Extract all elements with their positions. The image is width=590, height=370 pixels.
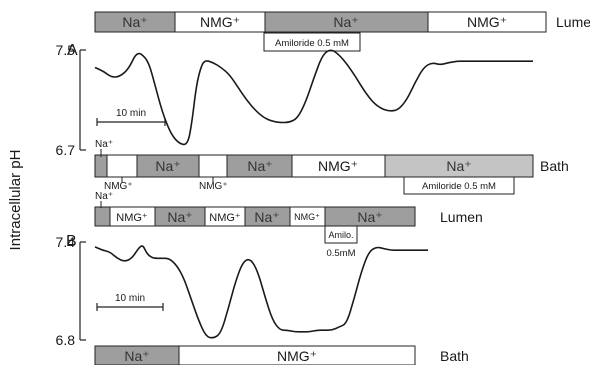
panel-b-y-tick-label-top: 7.4 — [56, 234, 76, 250]
panel-a-bath-bar: Na⁺ Na⁺ NMG⁺ Na⁺ Na⁺ NMG⁺ NMG⁺ Amiloride… — [94, 139, 569, 195]
panel-a-ph-trace — [94, 49, 533, 146]
lumen-b-amilo-box — [324, 225, 358, 244]
panel-a-letter: A — [67, 42, 78, 59]
bath-b-seg-1-label: Na⁺ — [124, 348, 149, 364]
lumen-a-seg-4-label: NMG⁺ — [467, 14, 507, 30]
lumen-b-seg-1 — [94, 206, 111, 227]
lumen-a-amiloride-label: Amiloride 0.5 mM — [275, 38, 349, 49]
lumen-a-seg-2-label: NMG⁺ — [200, 14, 240, 30]
panel-b-scale-bar-label: 10 min — [115, 293, 145, 304]
bath-a-callout-nmg2: NMG⁺ — [199, 181, 228, 192]
bath-a-seg-7-label: Na⁺ — [446, 158, 471, 174]
lumen-b-seg-2-label: NMG⁺ — [116, 212, 148, 224]
lumen-b-seg-5-label: Na⁺ — [254, 209, 279, 225]
lumen-a-seg-3-label: Na⁺ — [333, 14, 358, 30]
lumen-b-amilo-dose: 0.5mM — [326, 248, 355, 259]
panel-a-lumen-bar: Na⁺ NMG⁺ Na⁺ NMG⁺ Amiloride 0.5 mM Lumen — [94, 11, 590, 52]
panel-b-lumen-bar: NMG⁺ Na⁺ NMG⁺ Na⁺ NMG⁺ Na⁺ Na⁺ Amilo. 0.… — [94, 191, 483, 259]
bath-a-callout-nmg1: NMG⁺ — [104, 181, 133, 192]
panel-a-y-tick-label-top: 7.5 — [56, 42, 76, 58]
panel-b-letter: B — [66, 233, 77, 250]
panel-b-bath-bar: Na⁺ NMG⁺ Bath — [94, 345, 469, 366]
bath-a-seg-4 — [198, 154, 228, 178]
bath-a-seg-2 — [106, 154, 138, 178]
bath-a-amiloride-box — [403, 176, 515, 195]
lumen-a-amiloride-box — [263, 32, 361, 52]
panel-a-scale-bar-label: 10 min — [116, 108, 146, 119]
bath-b-seg-2-label: NMG⁺ — [277, 348, 317, 364]
lumen-b-callout-na: Na⁺ — [95, 191, 113, 202]
bath-a-seg-6-label: NMG⁺ — [318, 158, 358, 174]
panel-b-ph-trace — [94, 245, 428, 339]
lumen-b-seg-3-label: Na⁺ — [167, 209, 192, 225]
bath-a-amiloride-label: Amiloride 0.5 mM — [422, 181, 496, 192]
panel-a-axis: A 7.5 6.7 10 min — [56, 42, 166, 158]
lumen-b-seg-7-label: Na⁺ — [357, 209, 382, 225]
bath-a-label: Bath — [540, 158, 569, 174]
lumen-b-seg-4-label: NMG⁺ — [209, 212, 241, 224]
lumen-b-seg-7 — [324, 206, 416, 227]
panel-a-y-tick-label-bottom: 6.7 — [56, 142, 76, 158]
y-axis-label: Intracellular pH — [7, 150, 24, 251]
lumen-b-label: Lumen — [440, 209, 483, 225]
bath-a-callout-na: Na⁺ — [95, 139, 113, 150]
lumen-a-seg-4 — [427, 11, 547, 33]
panel-b-y-tick-label-bottom: 6.8 — [56, 332, 76, 348]
lumen-b-amilo-label: Amilo. — [328, 230, 353, 240]
lumen-b-seg-6-label: NMG⁺ — [294, 212, 320, 222]
bath-a-seg-1 — [94, 154, 108, 178]
bath-b-label: Bath — [440, 348, 469, 364]
lumen-a-seg-1-label: Na⁺ — [122, 14, 147, 30]
panel-b-axis: B 7.4 6.8 10 min — [56, 233, 164, 348]
bath-a-seg-3-label: Na⁺ — [155, 158, 180, 174]
lumen-a-label: Lumen — [556, 14, 590, 30]
bath-a-seg-5-label: Na⁺ — [247, 158, 272, 174]
